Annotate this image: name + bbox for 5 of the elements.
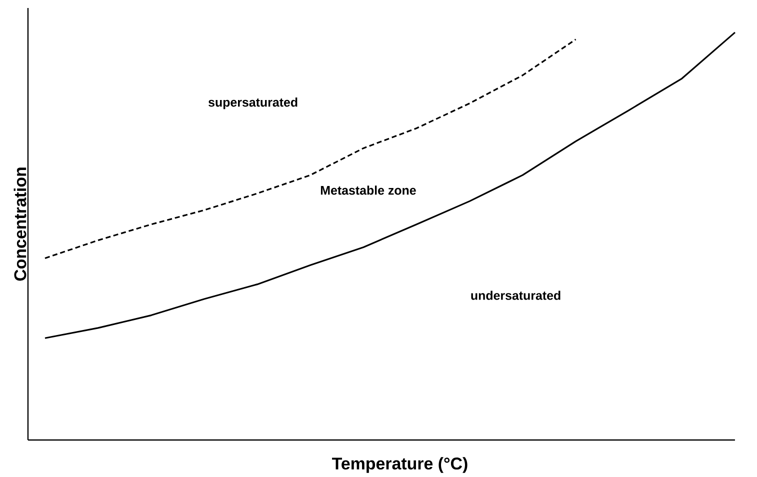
- annotation: undersaturated: [471, 290, 560, 300]
- x-axis-title: Temperature (°C): [332, 457, 468, 473]
- y-axis-title: Concentration: [14, 168, 26, 281]
- annotation: supersaturated: [208, 98, 298, 110]
- annotation: Metastable zone: [320, 186, 416, 195]
